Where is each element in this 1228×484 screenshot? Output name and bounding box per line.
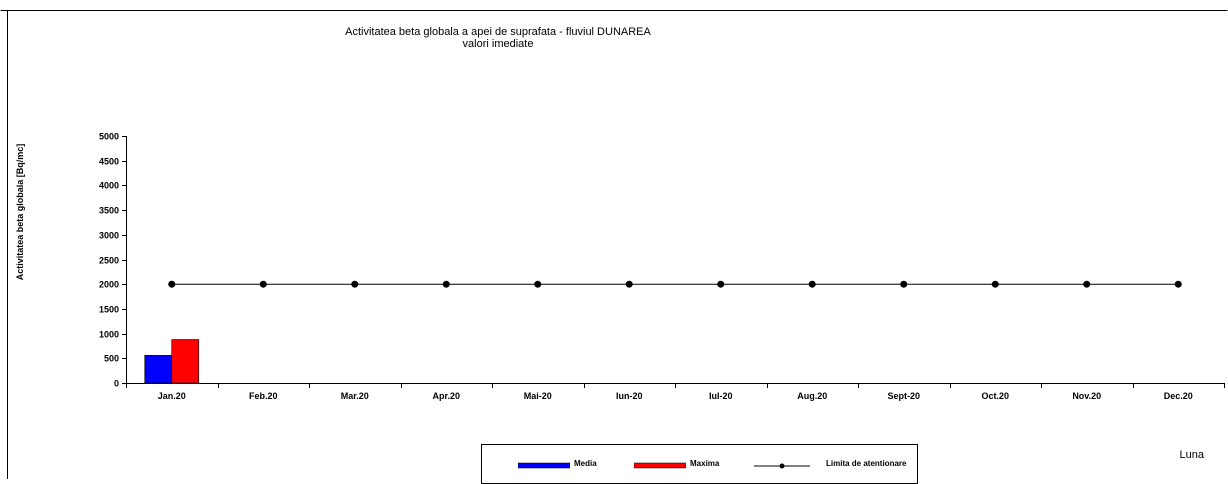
y-tick-label-9: 4500 (99, 157, 119, 167)
bar-maxima-0 (171, 339, 200, 384)
x-tick-label-8: Sept-20 (887, 391, 920, 401)
legend-label-media: Media (574, 459, 597, 468)
legend-swatch-media (518, 462, 570, 469)
x-tick-label-0: Jan.20 (158, 391, 186, 401)
x-tick-label-6: Iul-20 (709, 391, 733, 401)
y-tick-label-1: 500 (104, 354, 119, 364)
bar-media-0 (144, 355, 173, 384)
line-point-0-8 (900, 280, 908, 288)
x-tick-label-5: Iun-20 (616, 391, 643, 401)
y-axis-title: Activitatea beta globala [Bq/mc] (15, 143, 25, 281)
y-tick-label-4: 2000 (99, 280, 119, 290)
x-tick-label-11: Dec.20 (1164, 391, 1193, 401)
line-point-0-6 (717, 280, 725, 288)
line-point-0-0 (168, 280, 176, 288)
chart-title: Activitatea beta globala a apei de supra… (345, 26, 651, 38)
line-point-0-10 (1083, 280, 1091, 288)
x-tick-label-2: Mar.20 (341, 391, 369, 401)
line-point-0-1 (259, 280, 267, 288)
y-tick-label-8: 4000 (99, 181, 119, 191)
line-point-0-4 (534, 280, 542, 288)
x-tick-label-3: Apr.20 (432, 391, 460, 401)
y-tick-label-2: 1000 (99, 330, 119, 340)
legend-swatch-maxima-rect (634, 462, 686, 469)
line-point-0-7 (808, 280, 816, 288)
line-point-0-9 (991, 280, 999, 288)
x-tick-label-7: Aug.20 (797, 391, 827, 401)
y-tick-label-7: 3500 (99, 206, 119, 216)
legend-swatch-limita-marker (779, 463, 785, 469)
x-tick-label-9: Oct.20 (981, 391, 1009, 401)
legend-label-limita: Limita de atentionare (826, 459, 907, 468)
line-point-0-5 (625, 280, 633, 288)
y-tick-label-10: 5000 (99, 132, 119, 142)
legend-swatch-limita (754, 463, 810, 469)
y-tick-label-6: 3000 (99, 231, 119, 241)
chart-subtitle: valori imediate (462, 38, 534, 50)
y-tick-label-3: 1500 (99, 305, 119, 315)
x-tick-label-4: Mai-20 (524, 391, 552, 401)
legend-label-maxima: Maxima (690, 459, 720, 468)
y-tick-label-0: 0 (114, 379, 119, 389)
line-point-0-11 (1174, 280, 1182, 288)
legend-swatch-media-rect (518, 462, 570, 469)
x-tick-label-10: Nov.20 (1072, 391, 1101, 401)
x-tick-label-1: Feb.20 (249, 391, 278, 401)
x-axis-title: Luna (1179, 449, 1204, 461)
line-point-0-3 (442, 280, 450, 288)
legend-swatch-maxima (634, 462, 686, 469)
line-point-0-2 (351, 280, 359, 288)
legend: Media Maxima Limita de atentionare (481, 444, 918, 484)
y-tick-label-5: 2500 (99, 256, 119, 266)
